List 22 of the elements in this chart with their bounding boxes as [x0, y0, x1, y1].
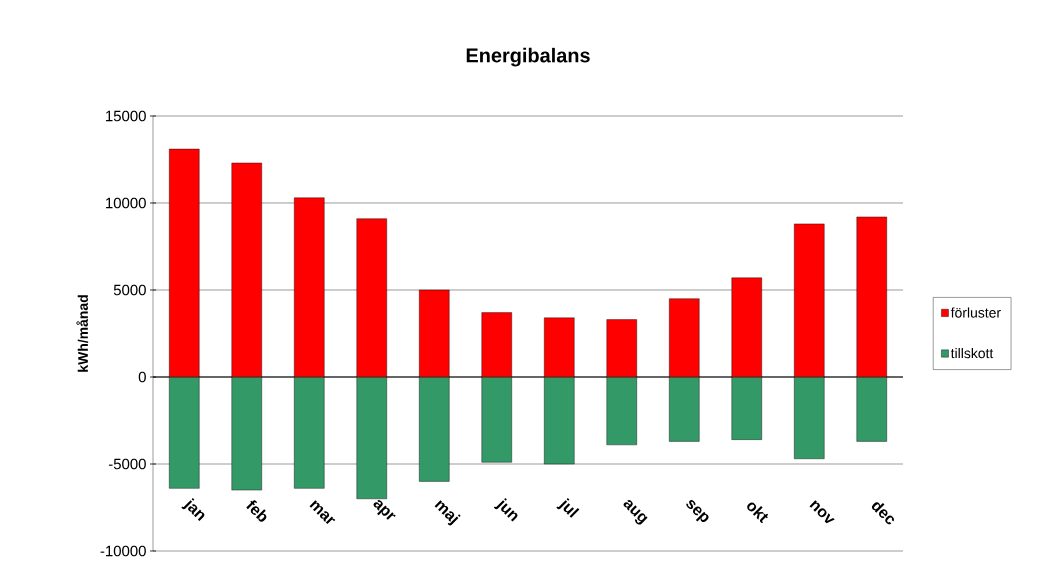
x-tick-label: jun	[493, 498, 518, 522]
y-tick-label: 0	[138, 371, 146, 383]
y-tick-label: -10000	[100, 545, 146, 557]
y-axis-title: kWh/månad	[76, 295, 89, 372]
x-tick-label: sep	[686, 500, 709, 523]
x-tick-label: mar	[309, 500, 336, 525]
x-tick-label: okt	[747, 502, 769, 524]
x-tick-label: feb	[246, 500, 267, 522]
x-tick-label: maj	[434, 500, 461, 526]
x-tick-label: aug	[623, 500, 648, 525]
x-tick-label: apr	[373, 500, 396, 520]
y-tick-label: 15000	[106, 110, 146, 122]
y-tick-label: -5000	[108, 458, 146, 470]
y-tick-label: 5000	[113, 284, 146, 296]
legend-label: förluster	[950, 307, 1001, 318]
x-tick-label: jan	[181, 498, 205, 521]
chart-title: Energibalans	[466, 47, 590, 67]
y-tick-label: 10000	[106, 197, 146, 209]
legend-label: tillskott	[950, 347, 994, 359]
x-tick-label: nov	[809, 500, 835, 524]
x-tick-label: jul	[556, 498, 580, 518]
x-tick-label: dec	[871, 502, 894, 525]
